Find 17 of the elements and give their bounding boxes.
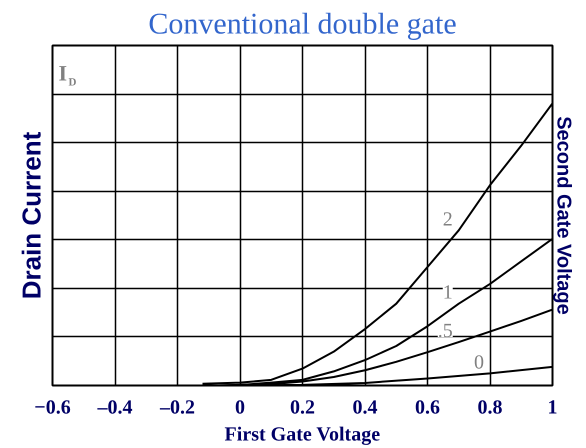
x-tick-label: 0 (235, 396, 245, 418)
x-tick-label: 0.4 (352, 396, 378, 418)
chart-title: Conventional double gate (148, 8, 457, 40)
series-label: 1 (442, 282, 453, 304)
y2-axis-title: Second Gate Voltage (552, 116, 574, 315)
series-label: 2 (442, 208, 453, 230)
series-label: .5 (438, 320, 453, 342)
series-label: 0 (474, 351, 484, 374)
y-axis-title: Drain Current (16, 131, 46, 300)
x-tick-label: –0.2 (159, 396, 195, 418)
x-tick-label: 0.6 (415, 396, 440, 418)
x-tick-label: 1 (548, 396, 558, 418)
x-tick-label: 0.2 (290, 396, 315, 418)
x-axis-title: First Gate Voltage (224, 424, 380, 446)
x-tick-label: −0.6 (34, 396, 71, 418)
x-tick-label: –0.4 (96, 396, 132, 418)
x-tick-label: 0.8 (478, 396, 502, 418)
